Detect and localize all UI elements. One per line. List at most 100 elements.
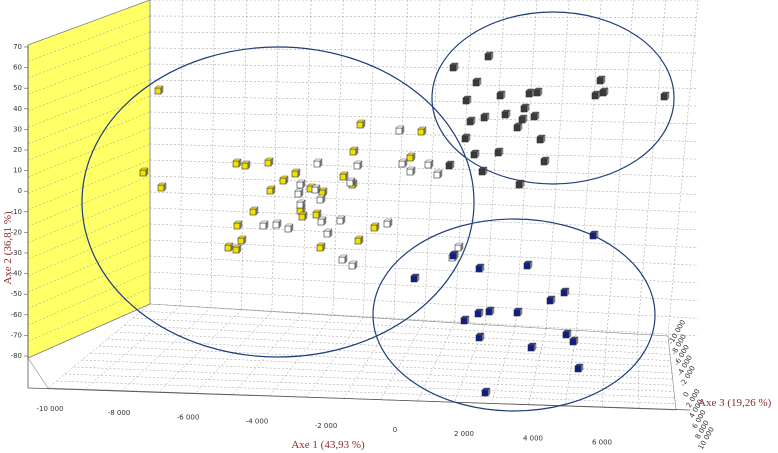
point-side — [355, 146, 359, 156]
data-point-yellow — [312, 209, 322, 219]
point-face — [354, 237, 362, 245]
data-point-yellow — [316, 242, 326, 252]
point-face — [224, 244, 232, 252]
x-tick-label: -4 000 — [246, 418, 269, 426]
point-side — [145, 167, 149, 177]
point-side — [401, 125, 405, 135]
point-face — [462, 97, 470, 105]
back-grid-vline — [363, 0, 376, 318]
point-face — [323, 230, 331, 238]
data-point-white — [424, 159, 434, 169]
point-face — [312, 211, 320, 219]
point-side — [519, 122, 523, 132]
point-side — [580, 363, 584, 373]
point-side — [302, 179, 306, 189]
point-side — [455, 250, 459, 260]
x-tick-label: -8 000 — [108, 409, 131, 417]
data-point-black — [540, 156, 550, 166]
data-point-yellow — [339, 171, 349, 181]
point-face — [540, 158, 548, 166]
floor-grid — [47, 303, 677, 411]
data-point-white — [348, 260, 358, 270]
point-side — [575, 336, 579, 346]
point-face — [348, 262, 356, 270]
point-side — [472, 116, 476, 126]
point-side — [272, 185, 276, 195]
point-side — [486, 112, 490, 122]
back-grid-hline — [149, 207, 699, 231]
floor-grid-hline — [81, 359, 674, 386]
point-face — [291, 170, 299, 178]
point-face — [266, 187, 274, 195]
y-tick-label: 10 — [13, 167, 22, 175]
point-side — [491, 306, 495, 316]
x-axis-ticks: -10 000 -8 000 -6 000 -4 000 -2 000 0 2 000 4 0… — [36, 405, 612, 447]
point-face — [518, 116, 526, 124]
point-face — [560, 289, 568, 297]
wall-grid — [27, 0, 151, 359]
back-grid-vline — [210, 0, 215, 308]
point-side — [354, 179, 358, 189]
data-point-yellow — [279, 175, 289, 185]
data-point-yellow — [154, 85, 164, 95]
point-side — [270, 157, 274, 167]
point-side — [359, 160, 363, 170]
floor-grid-hline — [132, 317, 670, 349]
point-face — [478, 168, 486, 176]
back-grid-vline — [393, 0, 409, 320]
back-grid-vline — [180, 0, 183, 306]
y-tick-label: 0 — [18, 187, 22, 195]
data-point-black — [536, 134, 546, 144]
data-point-white — [433, 169, 443, 179]
y-tick-label: 70 — [13, 43, 22, 51]
point-face — [296, 181, 304, 189]
back-grid-hline — [149, 175, 699, 195]
x-tick-label: 4 000 — [523, 434, 543, 442]
back-grid-vline — [332, 0, 344, 316]
floor-grid-vline — [527, 328, 547, 405]
back-grid-hline — [149, 255, 699, 284]
point-face — [589, 232, 597, 240]
floor-grid-hline — [141, 310, 669, 343]
point-face — [460, 317, 468, 325]
back-grid-vline — [576, 0, 602, 331]
point-face — [494, 149, 502, 157]
wall-grid-line — [27, 31, 151, 79]
point-side — [354, 260, 358, 270]
point-face — [395, 127, 403, 135]
point-face — [264, 159, 272, 167]
y-tick-label: 50 — [13, 84, 22, 92]
wall-grid-line — [27, 127, 151, 178]
data-point-white — [294, 188, 304, 198]
point-side — [597, 90, 601, 100]
data-point-white — [398, 158, 408, 168]
point-face — [523, 262, 531, 270]
point-face — [515, 181, 523, 189]
point-face — [480, 114, 488, 122]
point-face — [569, 338, 577, 346]
point-face — [466, 118, 474, 126]
point-face — [417, 128, 425, 136]
data-point-white — [406, 166, 416, 176]
back-grid-hline — [149, 79, 699, 89]
point-face — [233, 222, 241, 230]
point-face — [481, 389, 489, 397]
data-point-black — [596, 75, 606, 85]
point-side — [404, 158, 408, 168]
point-side — [595, 230, 599, 240]
point-face — [474, 310, 482, 318]
wall-grid-line — [27, 63, 151, 112]
wall-grid-line — [27, 15, 151, 62]
data-point-white — [336, 215, 346, 225]
y-tick-label: -10 — [11, 208, 22, 216]
y-tick-label: 20 — [13, 146, 22, 154]
point-face — [157, 184, 165, 192]
point-face — [525, 90, 533, 98]
point-face — [272, 221, 280, 229]
back-grid-hline — [149, 127, 699, 142]
wall-grid-line — [27, 95, 151, 145]
data-point-yellow — [241, 160, 251, 170]
data-point-yellow — [318, 187, 328, 197]
data-point-blue — [485, 306, 495, 316]
